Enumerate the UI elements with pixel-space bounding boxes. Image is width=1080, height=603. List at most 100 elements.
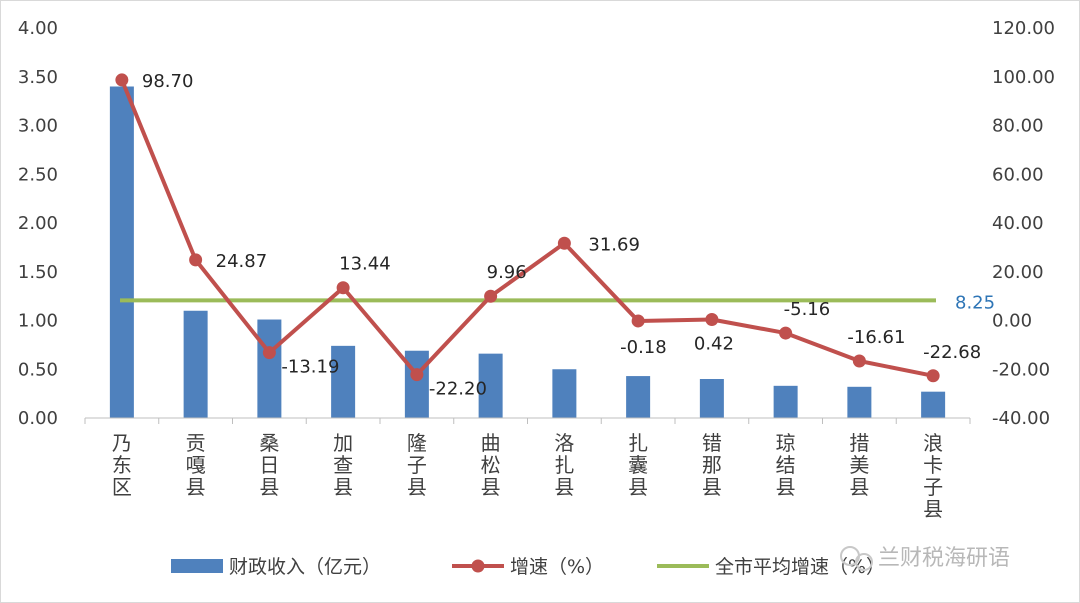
- category-label: 贡嘎县: [186, 431, 206, 499]
- category-char: 那: [702, 453, 722, 477]
- legend-average-label: 全市平均增速（%）: [715, 556, 885, 578]
- category-char: 区: [112, 475, 132, 499]
- category-char: 县: [333, 475, 353, 499]
- category-char: 乃: [112, 431, 132, 455]
- left-axis-tick-label: 3.00: [18, 116, 58, 137]
- growth-data-label: 24.87: [216, 251, 268, 272]
- growth-line-series: [115, 73, 940, 383]
- growth-point: [557, 236, 571, 250]
- bar-series: [109, 86, 946, 418]
- right-axis-tick-label: -40.00: [992, 408, 1050, 429]
- category-char: 隆: [407, 431, 427, 455]
- category-char: 查: [333, 453, 353, 477]
- left-axis-tick-label: 2.00: [18, 213, 58, 234]
- right-axis-tick-label: 0.00: [992, 311, 1032, 332]
- right-axis-tick-label: 40.00: [992, 213, 1044, 234]
- growth-point: [926, 369, 940, 383]
- category-char: 桑: [259, 431, 279, 455]
- category-char: 县: [186, 475, 206, 499]
- category-label: 加查县: [333, 431, 353, 499]
- category-char: 子: [923, 475, 943, 499]
- average-growth-label: 8.25: [955, 292, 995, 313]
- category-label: 桑日县: [259, 431, 279, 499]
- category-char: 县: [554, 475, 574, 499]
- legend-growth-label: 增速（%）: [510, 556, 604, 578]
- revenue-bar: [183, 310, 208, 418]
- growth-point: [410, 368, 424, 382]
- category-label: 洛扎县: [554, 431, 574, 499]
- category-char: 县: [702, 475, 722, 499]
- growth-data-label: -22.20: [429, 379, 487, 400]
- category-char: 贡: [186, 431, 206, 455]
- legend-bar-swatch: [171, 559, 223, 573]
- revenue-bar: [552, 369, 577, 418]
- category-char: 卡: [923, 453, 943, 477]
- category-char: 加: [333, 431, 353, 455]
- right-axis-tick-label: -20.00: [992, 359, 1050, 380]
- category-char: 日: [259, 453, 279, 477]
- wechat-bubble-icon: [855, 553, 873, 571]
- growth-point: [705, 312, 719, 326]
- legend-bar-label: 财政收入（亿元）: [229, 556, 381, 578]
- category-char: 东: [112, 453, 132, 477]
- category-char: 县: [259, 475, 279, 499]
- growth-data-label: -22.68: [923, 342, 981, 363]
- category-char: 浪: [923, 431, 943, 455]
- growth-data-label: -0.18: [620, 337, 667, 358]
- right-axis-tick-label: 60.00: [992, 164, 1044, 185]
- category-char: 县: [849, 475, 869, 499]
- revenue-bar: [478, 353, 503, 418]
- left-axis-tick-label: 1.00: [18, 311, 58, 332]
- category-label: 措美县: [849, 431, 869, 499]
- left-axis-tick-label: 0.00: [18, 408, 58, 429]
- watermark-text: 兰财税海研语: [878, 546, 1010, 571]
- growth-point: [852, 354, 866, 368]
- category-label: 曲松县: [481, 431, 501, 499]
- revenue-bar: [109, 86, 134, 418]
- category-label: 错那县: [702, 431, 722, 499]
- growth-data-label: 13.44: [339, 254, 391, 275]
- left-axis: 0.00 0.50 1.00 1.50 2.00 2.50 3.00 3.50 4.00: [18, 18, 58, 429]
- left-axis-tick-label: 2.50: [18, 164, 58, 185]
- right-axis: -40.00 -20.00 0.00 20.00 40.00 60.00 80.00 100.…: [992, 18, 1055, 429]
- right-axis-tick-label: 20.00: [992, 262, 1044, 283]
- revenue-bar: [626, 376, 651, 418]
- category-char: 错: [702, 431, 722, 455]
- category-char: 扎: [628, 431, 648, 455]
- data-labels: 98.70 24.87 -13.19 13.44 -22.20 9.96 31.69 -0.1…: [142, 71, 981, 400]
- legend: 财政收入（亿元） 增速（%） 全市平均增速（%）: [171, 556, 885, 578]
- growth-point: [779, 326, 793, 340]
- growth-data-label: -5.16: [784, 299, 831, 320]
- left-axis-tick-label: 0.50: [18, 359, 58, 380]
- category-char: 美: [849, 453, 869, 477]
- category-char: 嘎: [186, 453, 206, 477]
- category-char: 措: [849, 431, 869, 455]
- revenue-bar: [257, 319, 282, 418]
- right-axis-tick-label: 80.00: [992, 116, 1044, 137]
- average-line-series: 8.25: [120, 292, 995, 313]
- category-char: 囊: [628, 453, 648, 477]
- category-char: 扎: [554, 453, 574, 477]
- revenue-bar: [847, 386, 872, 418]
- left-axis-tick-label: 3.50: [18, 67, 58, 88]
- revenue-bar: [773, 385, 798, 418]
- right-axis-tick-label: 100.00: [992, 67, 1055, 88]
- category-char: 曲: [481, 431, 501, 455]
- category-char: 县: [628, 475, 648, 499]
- revenue-bar: [331, 345, 356, 418]
- growth-data-label: 31.69: [588, 234, 640, 255]
- left-axis-tick-label: 4.00: [18, 18, 58, 39]
- category-char: 县: [407, 475, 427, 499]
- category-char: 县: [923, 497, 943, 521]
- category-char: 县: [776, 475, 796, 499]
- category-char: 子: [407, 453, 427, 477]
- category-label: 浪卡子县: [923, 431, 943, 521]
- watermark: 兰财税海研语: [840, 546, 1010, 571]
- growth-data-label: 9.96: [487, 262, 527, 283]
- growth-point: [631, 314, 645, 328]
- growth-point: [336, 281, 350, 295]
- category-label: 琼结县: [776, 431, 796, 499]
